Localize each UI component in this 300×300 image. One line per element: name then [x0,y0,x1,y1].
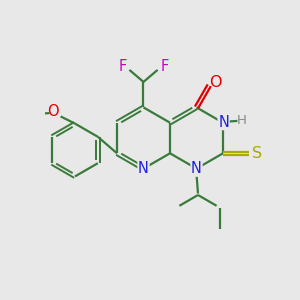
Text: H: H [237,114,247,127]
Text: N: N [191,161,202,176]
Text: F: F [118,59,127,74]
Text: F: F [160,59,169,74]
Text: N: N [138,161,149,176]
Text: O: O [210,75,222,90]
Text: N: N [218,115,229,130]
Text: O: O [48,104,59,119]
Text: S: S [252,146,262,161]
